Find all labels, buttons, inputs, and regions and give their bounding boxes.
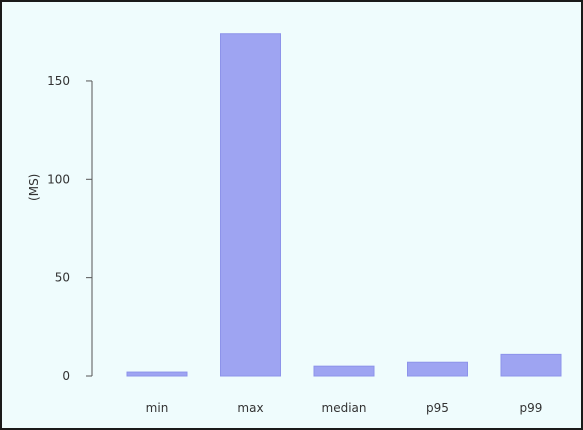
category-label-min: min <box>146 401 169 415</box>
category-label-p95: p95 <box>426 401 449 415</box>
y-tick-label: 100 <box>47 172 70 186</box>
bar-p99 <box>500 353 562 377</box>
y-tick-label: 50 <box>55 271 70 285</box>
category-label-p99: p99 <box>520 401 543 415</box>
y-axis-label: (MS) <box>27 174 41 201</box>
category-labels: min max median p95 p99 <box>146 401 543 415</box>
category-label-max: max <box>237 401 263 415</box>
category-label-median: median <box>322 401 367 415</box>
y-tick-label: 150 <box>47 74 70 88</box>
bar-p95 <box>407 361 468 377</box>
y-tick-label: 0 <box>62 369 70 383</box>
y-axis: 0 50 100 150 <box>47 74 93 383</box>
bar-max <box>220 33 281 377</box>
bars-group <box>126 33 562 377</box>
bar-median <box>313 365 375 377</box>
bar-min <box>126 371 188 377</box>
